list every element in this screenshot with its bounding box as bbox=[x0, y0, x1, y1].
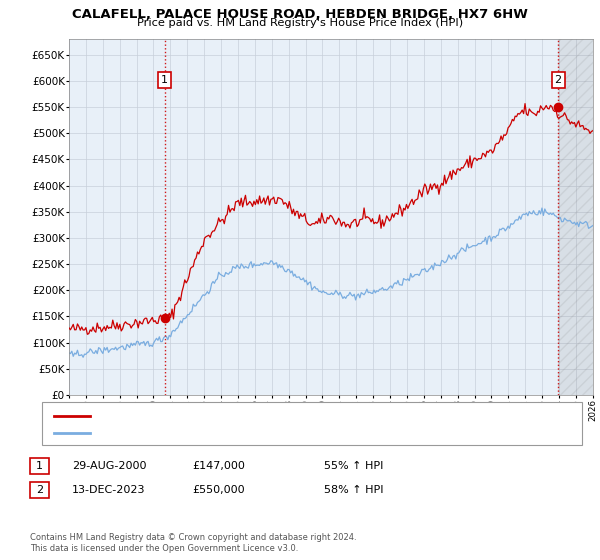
Text: Contains HM Land Registry data © Crown copyright and database right 2024.
This d: Contains HM Land Registry data © Crown c… bbox=[30, 533, 356, 553]
Text: 55% ↑ HPI: 55% ↑ HPI bbox=[324, 461, 383, 471]
Text: £147,000: £147,000 bbox=[192, 461, 245, 471]
Text: 13-DEC-2023: 13-DEC-2023 bbox=[72, 485, 146, 495]
Text: CALAFELL, PALACE HOUSE ROAD, HEBDEN BRIDGE, HX7 6HW (detached house): CALAFELL, PALACE HOUSE ROAD, HEBDEN BRID… bbox=[99, 411, 491, 421]
Text: 58% ↑ HPI: 58% ↑ HPI bbox=[324, 485, 383, 495]
Text: £550,000: £550,000 bbox=[192, 485, 245, 495]
Text: CALAFELL, PALACE HOUSE ROAD, HEBDEN BRIDGE, HX7 6HW: CALAFELL, PALACE HOUSE ROAD, HEBDEN BRID… bbox=[72, 8, 528, 21]
Text: 1: 1 bbox=[36, 461, 43, 471]
Text: 29-AUG-2000: 29-AUG-2000 bbox=[72, 461, 146, 471]
Text: HPI: Average price, detached house, Calderdale: HPI: Average price, detached house, Cald… bbox=[99, 428, 332, 438]
Text: 2: 2 bbox=[554, 75, 562, 85]
Text: 1: 1 bbox=[161, 75, 168, 85]
Text: Price paid vs. HM Land Registry's House Price Index (HPI): Price paid vs. HM Land Registry's House … bbox=[137, 18, 463, 28]
Bar bbox=[558, 39, 593, 395]
Text: 2: 2 bbox=[36, 485, 43, 495]
